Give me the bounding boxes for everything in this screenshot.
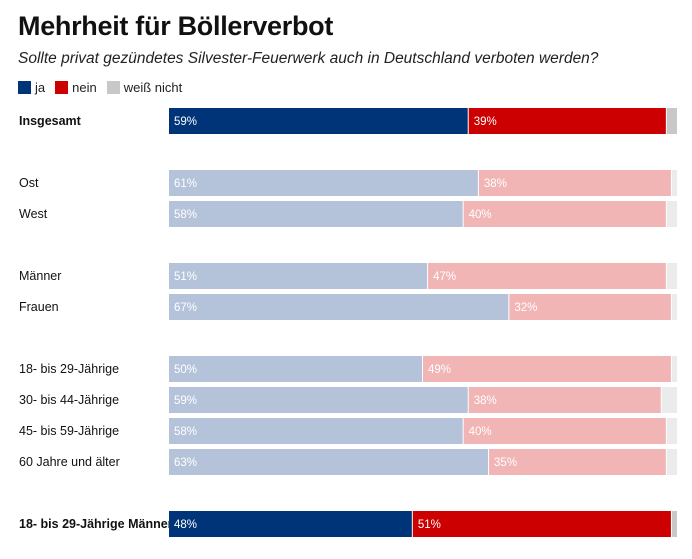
legend-label-weiss-nicht: weiß nicht — [123, 79, 183, 95]
value-label-nein-ost: 38% — [484, 178, 507, 190]
bar-weiss-nicht-ost — [671, 170, 677, 196]
category-label-18-bis-29-jaehrige: 18- bis 29-Jährige — [19, 362, 119, 376]
chart-title: Mehrheit für Böllerverbot — [18, 11, 334, 41]
bar-nein-ost — [478, 170, 671, 196]
bar-ja-ost — [169, 170, 478, 196]
value-label-ja-insgesamt: 59% — [174, 116, 197, 128]
bar-nein-45-bis-59-jaehrige — [463, 418, 666, 444]
bar-nein-frauen — [509, 294, 671, 320]
value-label-nein-west: 40% — [469, 209, 492, 221]
bar-weiss-nicht-60-jahre-und-aelter — [666, 449, 677, 475]
chart-subtitle: Sollte privat gezündetes Silvester-Feuer… — [18, 50, 599, 67]
bar-nein-18-bis-29-jaehrige — [423, 356, 671, 382]
bar-weiss-nicht-insgesamt — [666, 108, 677, 134]
bar-nein-30-bis-44-jaehrige — [468, 387, 661, 413]
bar-ja-west — [169, 201, 463, 227]
bar-ja-18-bis-29-jaehrige-maenner — [169, 511, 412, 537]
value-label-ja-frauen: 67% — [174, 302, 197, 314]
legend-label-nein: nein — [72, 79, 97, 95]
category-label-30-bis-44-jaehrige: 30- bis 44-Jährige — [19, 393, 119, 407]
bar-ja-60-jahre-und-aelter — [169, 449, 489, 475]
bar-nein-maenner — [428, 263, 666, 289]
category-label-frauen: Frauen — [19, 300, 59, 314]
bar-weiss-nicht-18-bis-29-jaehrige-maenner — [671, 511, 677, 537]
bar-weiss-nicht-18-bis-29-jaehrige — [671, 356, 677, 382]
category-label-west: West — [19, 207, 48, 221]
value-label-ja-18-bis-29-jaehrige-maenner: 48% — [174, 519, 197, 531]
legend-item-weiss-nicht: weiß nicht — [106, 79, 183, 95]
bar-ja-insgesamt — [169, 108, 468, 134]
value-label-nein-45-bis-59-jaehrige: 40% — [469, 426, 492, 438]
bar-ja-18-bis-29-jaehrige — [169, 356, 422, 382]
category-label-18-bis-29-jaehrige-maenner: 18- bis 29-Jährige Männer — [19, 517, 173, 531]
value-label-ja-45-bis-59-jaehrige: 58% — [174, 426, 197, 438]
value-label-ja-18-bis-29-jaehrige: 50% — [174, 364, 197, 376]
bar-nein-insgesamt — [468, 108, 666, 134]
legend-label-ja: ja — [35, 79, 46, 95]
value-label-ja-60-jahre-und-aelter: 63% — [174, 457, 197, 469]
value-label-nein-30-bis-44-jaehrige: 38% — [474, 395, 497, 407]
bar-nein-18-bis-29-jaehrige-maenner — [412, 511, 671, 537]
value-label-nein-60-jahre-und-aelter: 35% — [494, 457, 517, 469]
bar-weiss-nicht-west — [666, 201, 677, 227]
bar-weiss-nicht-45-bis-59-jaehrige — [666, 418, 677, 444]
category-label-maenner: Männer — [19, 269, 61, 283]
bar-nein-west — [463, 201, 666, 227]
bar-ja-frauen — [169, 294, 509, 320]
value-label-nein-insgesamt: 39% — [474, 116, 497, 128]
legend-item-nein: nein — [55, 80, 97, 95]
legend-swatch-nein — [55, 80, 69, 94]
value-label-ja-west: 58% — [174, 209, 197, 221]
legend-item-ja: ja — [18, 80, 45, 95]
bar-ja-maenner — [169, 263, 428, 289]
bar-weiss-nicht-frauen — [671, 294, 677, 320]
value-label-ja-maenner: 51% — [174, 271, 197, 283]
value-label-nein-18-bis-29-jaehrige: 49% — [428, 364, 451, 376]
value-label-nein-frauen: 32% — [514, 302, 537, 314]
category-label-ost: Ost — [19, 176, 39, 190]
category-label-60-jahre-und-aelter: 60 Jahre und älter — [19, 455, 120, 469]
category-label-insgesamt: Insgesamt — [19, 114, 82, 128]
bar-nein-60-jahre-und-aelter — [489, 449, 666, 475]
legend-swatch-weiss-nicht — [106, 80, 120, 94]
value-label-nein-18-bis-29-jaehrige-maenner: 51% — [418, 519, 441, 531]
value-label-ja-30-bis-44-jaehrige: 59% — [174, 395, 197, 407]
legend: ja nein weiß nicht — [18, 79, 192, 95]
bar-weiss-nicht-maenner — [666, 263, 677, 289]
bar-ja-30-bis-44-jaehrige — [169, 387, 468, 413]
value-label-ja-ost: 61% — [174, 178, 197, 190]
bar-weiss-nicht-30-bis-44-jaehrige — [661, 387, 677, 413]
legend-swatch-ja — [18, 80, 31, 94]
category-label-45-bis-59-jaehrige: 45- bis 59-Jährige — [19, 424, 119, 438]
bar-ja-45-bis-59-jaehrige — [169, 418, 463, 444]
value-label-nein-maenner: 47% — [433, 271, 456, 283]
